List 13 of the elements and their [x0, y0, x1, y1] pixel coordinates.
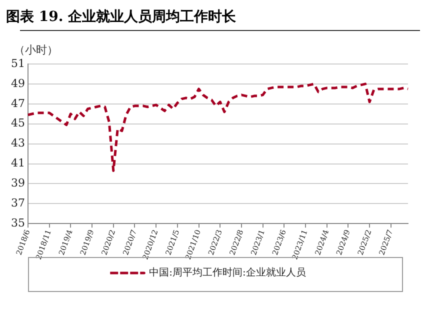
- y-tick-label: 43: [10, 136, 25, 150]
- y-tick-label: 45: [10, 116, 25, 130]
- line-series: [26, 82, 410, 172]
- y-tick-label: 41: [10, 156, 25, 170]
- y-tick-label: 49: [10, 76, 25, 90]
- y-tick-label: 37: [10, 196, 25, 210]
- legend-label: 中国:周平均工作时间:企业就业人员: [149, 266, 306, 279]
- y-tick-label: 39: [10, 176, 25, 190]
- y-tick-label: 47: [10, 96, 25, 110]
- y-tick-label: 35: [10, 216, 25, 230]
- y-tick-label: 51: [10, 56, 25, 70]
- chart-title: 图表 19. 企业就业人员周均工作时长: [6, 8, 236, 26]
- y-axis-title: （小时）: [14, 43, 58, 56]
